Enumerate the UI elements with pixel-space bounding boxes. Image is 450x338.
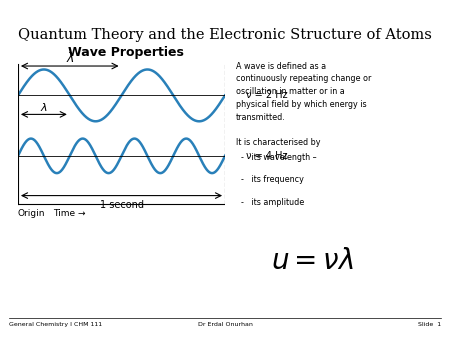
Text: -   its wavelength –: - its wavelength –	[241, 153, 316, 162]
Text: It is characterised by: It is characterised by	[236, 138, 321, 147]
Text: 1 second: 1 second	[99, 200, 144, 210]
Text: ν = 4 Hz: ν = 4 Hz	[246, 151, 287, 161]
Text: Dr Erdal Onurhan: Dr Erdal Onurhan	[198, 322, 252, 327]
Text: λ: λ	[66, 52, 73, 65]
Text: λ: λ	[40, 103, 47, 113]
Text: $u = \nu\lambda$: $u = \nu\lambda$	[271, 248, 354, 275]
Text: A wave is defined as a
continuously repeating change or
oscillation in matter or: A wave is defined as a continuously repe…	[236, 62, 372, 122]
Text: Wave Properties: Wave Properties	[68, 46, 184, 59]
Text: General Chemistry I CHM 111: General Chemistry I CHM 111	[9, 322, 102, 327]
Text: -   its amplitude: - its amplitude	[241, 198, 304, 207]
Text: Origin: Origin	[18, 210, 45, 218]
Text: Slide  1: Slide 1	[418, 322, 441, 327]
Text: Time →: Time →	[53, 210, 86, 218]
Text: Quantum Theory and the Electronic Structure of Atoms: Quantum Theory and the Electronic Struct…	[18, 28, 432, 43]
Text: ν = 2 Hz: ν = 2 Hz	[246, 90, 288, 100]
Text: -   its frequency: - its frequency	[241, 175, 304, 185]
